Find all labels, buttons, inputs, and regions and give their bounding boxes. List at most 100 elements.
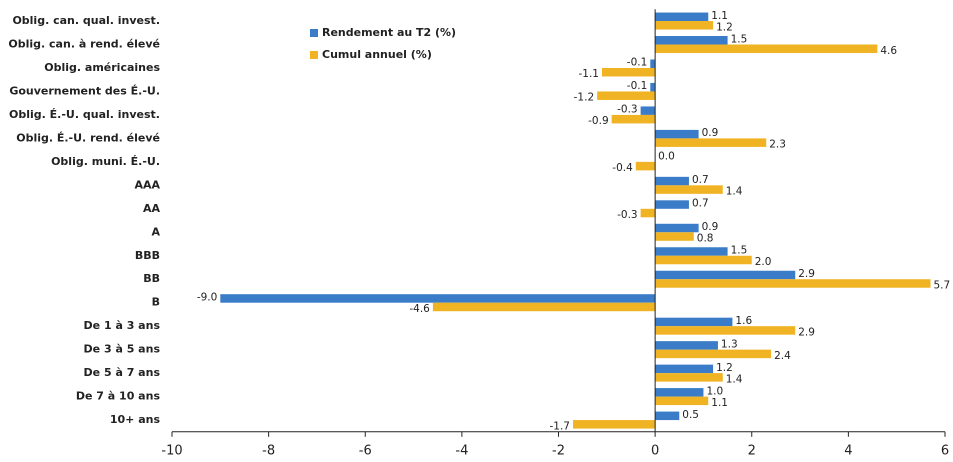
bar: [655, 247, 728, 256]
x-tick-label: 0: [651, 443, 659, 458]
legend-label: Cumul annuel (%): [322, 48, 432, 61]
bar: [655, 388, 704, 397]
value-label: 0.7: [692, 174, 709, 186]
value-label: 1.4: [726, 373, 743, 385]
x-tick-label: 6: [941, 443, 949, 458]
bar: [655, 341, 718, 350]
y-tick-label: BB: [143, 272, 160, 285]
bar: [655, 138, 767, 147]
x-tick-label: 4: [844, 443, 852, 458]
bar: [655, 396, 709, 406]
y-tick-label: Oblig. É.-U. rend. élevé: [16, 131, 160, 144]
y-tick-label: De 1 à 3 ans: [84, 319, 161, 332]
value-label: -0.3: [617, 209, 638, 221]
bar: [572, 420, 656, 429]
x-tick-label: -8: [262, 443, 275, 458]
y-tick-label: Oblig. can. qual. invest.: [12, 14, 160, 27]
y-tick-label: B: [152, 296, 160, 309]
value-label: 1.4: [726, 186, 743, 198]
bar: [655, 232, 694, 241]
y-tick-label: AAA: [134, 178, 160, 191]
value-label: -0.9: [588, 115, 609, 127]
bar: [655, 373, 723, 382]
value-label: -0.4: [612, 162, 633, 174]
y-tick-label: AA: [143, 202, 161, 215]
value-label: 2.3: [769, 139, 786, 151]
value-label: -0.3: [617, 104, 638, 116]
bar: [655, 411, 680, 421]
bar: [655, 317, 733, 327]
value-label: 1.6: [735, 315, 752, 327]
bar: [655, 223, 699, 233]
x-tick-label: -10: [161, 443, 182, 458]
y-tick-label: 10+ ans: [110, 413, 161, 426]
bar: [655, 200, 689, 209]
bar: [597, 91, 656, 100]
value-label: -9.0: [197, 291, 218, 303]
value-label: 1.3: [721, 338, 738, 350]
value-label: 1.2: [716, 362, 733, 374]
value-label: 0.8: [697, 233, 714, 245]
legend-swatch: [310, 29, 318, 37]
y-tick-label: A: [151, 225, 160, 238]
value-label: 0.9: [702, 127, 719, 139]
bar: [432, 302, 656, 312]
value-label: 2.9: [798, 326, 815, 338]
value-label: 1.1: [711, 397, 728, 409]
value-label: 1.2: [716, 21, 733, 33]
bar: [655, 279, 931, 288]
bar: [655, 326, 796, 335]
bar: [650, 59, 656, 68]
value-label: 2.0: [755, 256, 772, 268]
value-label: 1.5: [731, 33, 748, 45]
bar: [601, 67, 656, 77]
value-label: 5.7: [934, 279, 951, 291]
value-label: -1.2: [574, 92, 595, 104]
bar: [655, 364, 714, 374]
value-label: 4.6: [880, 45, 897, 57]
y-tick-label: De 3 à 5 ans: [84, 343, 161, 356]
value-label: 1.0: [706, 385, 723, 397]
y-tick-label: Oblig. can. à rend. élevé: [8, 38, 160, 51]
value-label: 1.1: [711, 10, 728, 22]
value-label: 0.0: [658, 151, 675, 163]
bar: [611, 114, 656, 124]
value-label: 0.5: [682, 409, 699, 421]
bar: [655, 21, 714, 30]
bar: [655, 36, 728, 45]
y-tick-label: BBB: [135, 249, 160, 262]
value-label: -1.1: [578, 68, 599, 80]
y-tick-label: Gouvernement des É.-U.: [9, 84, 160, 97]
y-tick-label: Oblig. É.-U. qual. invest.: [9, 108, 160, 121]
y-tick-label: Oblig. américaines: [44, 61, 160, 74]
y-tick-label: De 7 à 10 ans: [76, 390, 161, 403]
bar: [640, 208, 656, 218]
legend-label: Rendement au T2 (%): [322, 26, 456, 39]
value-label: 0.7: [692, 198, 709, 210]
bar: [655, 12, 709, 22]
bar: [640, 106, 656, 115]
y-tick-label: De 5 à 7 ans: [84, 366, 161, 379]
value-label: -4.6: [409, 303, 430, 315]
legend-swatch: [310, 51, 318, 59]
x-tick-label: 2: [748, 443, 756, 458]
bar: [655, 176, 689, 186]
value-label: 2.9: [798, 268, 815, 280]
bar: [655, 349, 772, 359]
value-label: 0.9: [702, 221, 719, 233]
bar: [635, 161, 656, 171]
value-label: -1.7: [549, 420, 570, 432]
value-label: -0.1: [627, 57, 648, 69]
bar: [220, 294, 656, 303]
x-tick-label: -4: [455, 443, 468, 458]
bar: [655, 129, 699, 139]
value-label: 2.4: [774, 350, 791, 362]
y-tick-label: Oblig. muni. É.-U.: [51, 155, 160, 168]
x-tick-label: -6: [359, 443, 372, 458]
bar: [650, 82, 656, 92]
bar: [655, 255, 752, 265]
bar: [655, 185, 723, 194]
x-tick-label: -2: [552, 443, 565, 458]
value-label: 1.5: [731, 245, 748, 257]
